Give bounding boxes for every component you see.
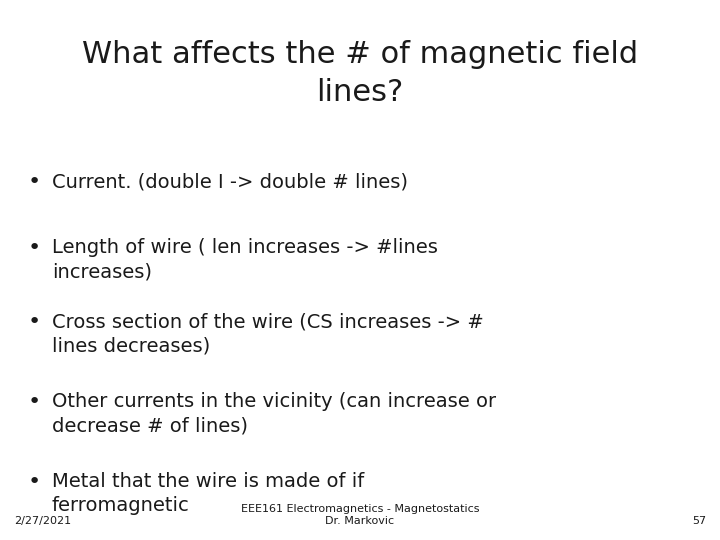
Text: Other currents in the vicinity (can increase or
decrease # of lines): Other currents in the vicinity (can incr…: [52, 392, 496, 435]
Text: Current. (double I -> double # lines): Current. (double I -> double # lines): [52, 172, 408, 191]
Text: •: •: [28, 172, 41, 192]
Text: Length of wire ( len increases -> #lines
increases): Length of wire ( len increases -> #lines…: [52, 238, 438, 281]
Text: Cross section of the wire (CS increases -> #
lines decreases): Cross section of the wire (CS increases …: [52, 312, 484, 355]
Text: What affects the # of magnetic field
lines?: What affects the # of magnetic field lin…: [82, 40, 638, 107]
Text: •: •: [28, 312, 41, 332]
Text: EEE161 Electromagnetics - Magnetostatics
Dr. Markovic: EEE161 Electromagnetics - Magnetostatics…: [240, 504, 480, 526]
Text: Metal that the wire is made of if
ferromagnetic: Metal that the wire is made of if ferrom…: [52, 472, 364, 515]
Text: 2/27/2021: 2/27/2021: [14, 516, 71, 526]
Text: •: •: [28, 472, 41, 492]
Text: •: •: [28, 392, 41, 412]
Text: •: •: [28, 238, 41, 258]
Text: 57: 57: [692, 516, 706, 526]
